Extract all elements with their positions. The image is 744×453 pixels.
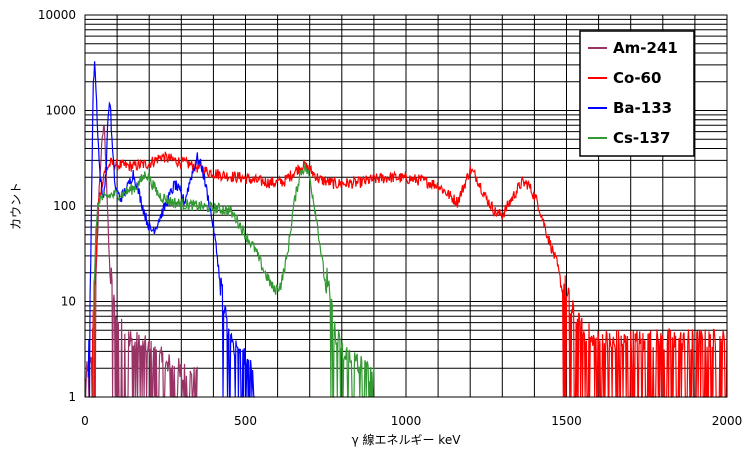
y-tick-label: 10 (61, 295, 76, 309)
legend-entry: Cs-137 (613, 129, 670, 147)
x-tick-labels: 0 500 1000 1500 2000 (81, 414, 742, 428)
legend-entry: Co-60 (613, 69, 661, 87)
y-axis-label: カウント (9, 182, 23, 230)
plot-frame (84, 14, 728, 398)
x-tick-label: 1000 (391, 414, 422, 428)
x-axis-label: γ 線エネルギー keV (352, 432, 462, 447)
x-tick-label: 500 (234, 414, 257, 428)
legend-box (579, 30, 695, 157)
legend: Am-241 Co-60 Ba-133 Cs-137 (579, 30, 695, 157)
y-tick-label: 10000 (38, 8, 76, 22)
y-tick-labels: 1 10 100 1000 10000 (38, 8, 76, 404)
y-tick-label: 100 (53, 199, 76, 213)
series-line-co-60 (91, 151, 728, 398)
x-tick-label: 1500 (551, 414, 582, 428)
legend-entry: Am-241 (613, 39, 678, 57)
y-tick-label: 1000 (45, 104, 76, 118)
series-line-cs-137 (91, 162, 375, 398)
series-group (84, 61, 728, 398)
series-line-am-241 (84, 124, 198, 398)
y-tick-label: 1 (68, 390, 76, 404)
x-tick-label: 0 (81, 414, 89, 428)
x-tick-label: 2000 (712, 414, 743, 428)
grid (85, 15, 727, 398)
series-line-ba-133 (87, 61, 256, 398)
legend-entry: Ba-133 (613, 99, 672, 117)
